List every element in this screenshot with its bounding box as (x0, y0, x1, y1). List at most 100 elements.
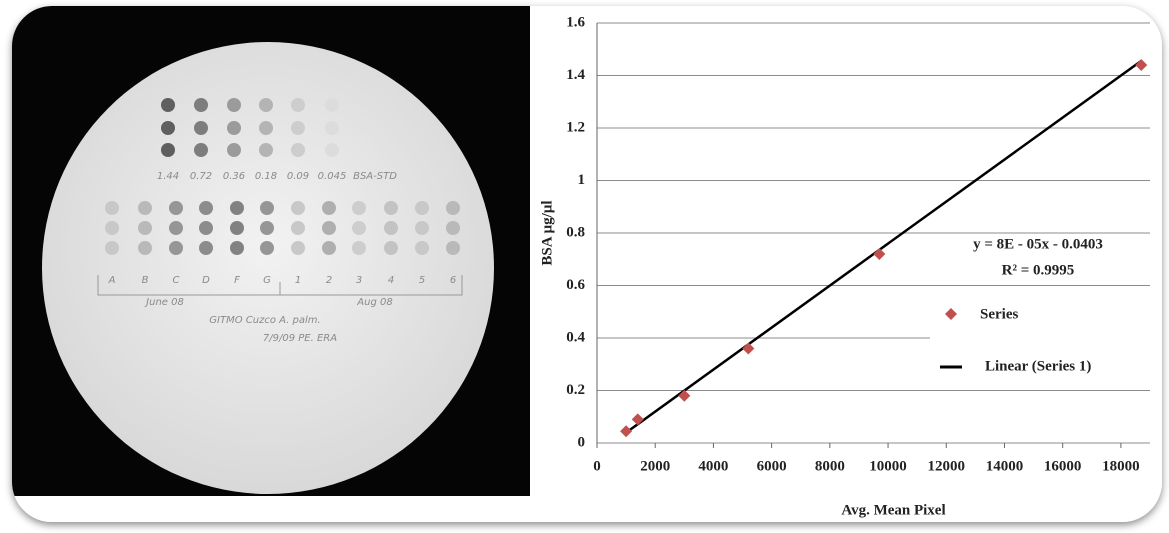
dot (169, 241, 183, 255)
std-label: BSA-STD (353, 171, 397, 182)
dot (105, 221, 119, 235)
x-tick-label: 4000 (698, 458, 728, 474)
dot (194, 121, 208, 135)
dot (230, 221, 244, 235)
annotation: R² = 0.9995 (1002, 262, 1075, 278)
dot (227, 98, 241, 112)
dot (230, 241, 244, 255)
sample-label: F (234, 275, 240, 286)
std-label: 0.36 (223, 171, 245, 182)
dot (325, 143, 339, 157)
dot (199, 201, 213, 215)
x-tick-label: 6000 (757, 458, 787, 474)
note: 7/9/09 PE. ERA (263, 333, 337, 344)
dot (227, 143, 241, 157)
sample-label: 2 (326, 275, 332, 286)
sample-label: 1 (295, 275, 301, 286)
x-tick-label: 10000 (869, 458, 907, 474)
dot (105, 241, 119, 255)
dot (291, 143, 305, 157)
legend-box (930, 290, 1150, 390)
std-label: 0.72 (190, 171, 212, 182)
dot (194, 143, 208, 157)
dot (415, 241, 429, 255)
y-tick-label: 1.6 (566, 14, 585, 30)
dot (161, 143, 175, 157)
dot (291, 201, 305, 215)
group-label: Aug 08 (356, 297, 392, 308)
sample-label: 4 (388, 275, 394, 286)
dot (138, 241, 152, 255)
sample-label: 5 (419, 275, 425, 286)
x-axis-label: Avg. Mean Pixel (841, 502, 945, 518)
dot (259, 121, 273, 135)
dot (291, 221, 305, 235)
dot (161, 121, 175, 135)
legend-label: Linear (Series 1) (985, 358, 1091, 374)
x-tick-label: 2000 (640, 458, 670, 474)
y-axis-label: BSA µg/µl (539, 200, 555, 265)
std-label: 0.045 (318, 171, 347, 182)
dot (384, 241, 398, 255)
dot (169, 221, 183, 235)
dot (352, 201, 366, 215)
dot (260, 201, 274, 215)
dot (259, 143, 273, 157)
sample-label: 6 (450, 275, 456, 286)
dot (352, 221, 366, 235)
dot (199, 241, 213, 255)
dot (415, 221, 429, 235)
x-tick-label: 12000 (928, 458, 966, 474)
dot (446, 221, 460, 235)
dot (325, 121, 339, 135)
dot (291, 241, 305, 255)
dot (169, 201, 183, 215)
y-tick-label: 0 (578, 434, 586, 450)
sample-label: A (108, 275, 116, 286)
x-tick-label: 8000 (815, 458, 845, 474)
dot (291, 121, 305, 135)
y-tick-label: 1 (578, 172, 586, 188)
std-label: 0.09 (287, 171, 309, 182)
group-label: June 08 (144, 297, 184, 308)
dot (199, 221, 213, 235)
dot (384, 201, 398, 215)
dot (415, 201, 429, 215)
dot (260, 241, 274, 255)
x-tick-label: 14000 (986, 458, 1024, 474)
annotation: y = 8E - 05x - 0.0403 (973, 236, 1103, 252)
y-tick-label: 0.2 (566, 382, 585, 398)
dot (384, 221, 398, 235)
dot (105, 201, 119, 215)
x-tick-label: 0 (593, 458, 601, 474)
dot (260, 221, 274, 235)
dot (446, 241, 460, 255)
dot (138, 221, 152, 235)
dot (352, 241, 366, 255)
y-tick-label: 0.4 (566, 329, 585, 345)
legend-label: Series (980, 306, 1018, 322)
dot (322, 221, 336, 235)
std-label: 1.44 (157, 171, 179, 182)
dot (230, 201, 244, 215)
dot (194, 98, 208, 112)
std-label: 0.18 (255, 171, 277, 182)
sample-label: D (202, 275, 210, 286)
figure: 1.440.720.360.180.090.045BSA-STDABCDFG12… (0, 0, 1169, 533)
x-tick-label: 18000 (1102, 458, 1140, 474)
dot (161, 98, 175, 112)
y-tick-label: 1.4 (566, 67, 585, 83)
dot (138, 201, 152, 215)
x-tick-label: 16000 (1044, 458, 1082, 474)
dot (259, 98, 273, 112)
sample-label: B (142, 275, 149, 286)
y-tick-label: 0.6 (566, 277, 585, 293)
note: GITMO Cuzco A. palm. (209, 315, 320, 326)
dot (291, 98, 305, 112)
dot (325, 98, 339, 112)
y-tick-label: 0.8 (566, 224, 585, 240)
sample-label: G (263, 275, 271, 286)
dot (322, 201, 336, 215)
dot (446, 201, 460, 215)
dot (322, 241, 336, 255)
